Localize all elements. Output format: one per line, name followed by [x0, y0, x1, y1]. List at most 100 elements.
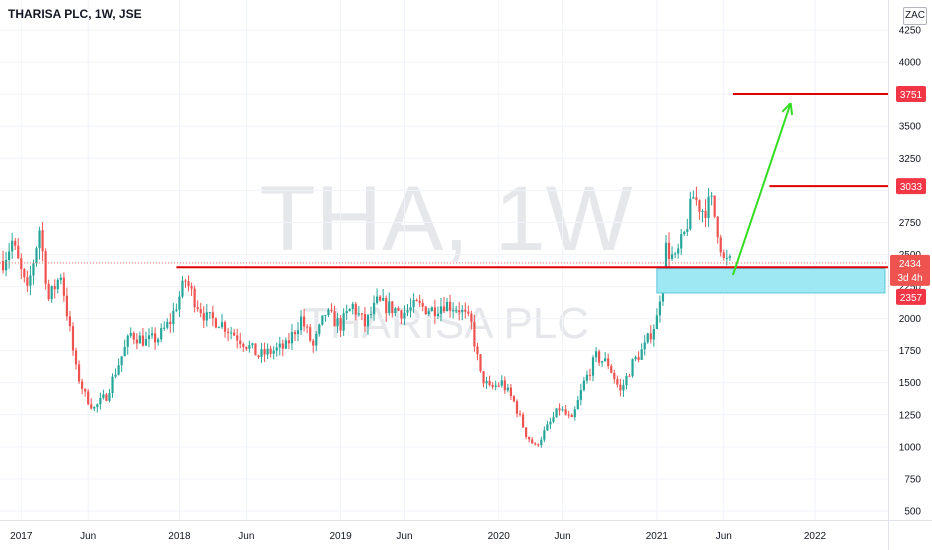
candle-down [516, 401, 518, 414]
price-tag-value: 2357 [900, 293, 923, 304]
candle-up [99, 398, 101, 404]
candle-up [440, 306, 442, 313]
candle-up [35, 248, 37, 263]
candle-up [595, 351, 597, 357]
candle-up [677, 249, 679, 254]
candle-down [613, 373, 615, 379]
candle-down [245, 347, 247, 349]
candle-down [619, 385, 621, 391]
candle-up [680, 234, 682, 248]
price-tick-label: 750 [904, 474, 921, 485]
candle-down [203, 313, 205, 320]
candle-up [318, 325, 320, 334]
currency-badge[interactable]: ZAC [903, 7, 927, 25]
candle-up [163, 328, 165, 329]
candle-down [184, 281, 186, 282]
candle-down [470, 314, 472, 322]
candle-down [312, 341, 314, 346]
candle-down [54, 286, 56, 289]
candle-up [555, 408, 557, 417]
candle-up [656, 315, 658, 329]
candle-down [105, 394, 107, 400]
candle-up [674, 254, 676, 255]
candle-up [248, 345, 250, 349]
candle-up [562, 409, 564, 410]
candle-up [38, 230, 40, 248]
candle-down [133, 333, 135, 339]
candle-up [251, 343, 253, 345]
candle-up [206, 312, 208, 320]
candle-down [479, 354, 481, 371]
candle-up [285, 340, 287, 348]
candle-up [701, 211, 703, 212]
candle-down [20, 258, 22, 269]
candle-up [583, 381, 585, 390]
candle-up [631, 359, 633, 376]
candle-up [121, 356, 123, 365]
projection-arrow[interactable] [733, 103, 791, 275]
candle-down [422, 303, 424, 307]
candle-up [446, 302, 448, 311]
candle-down [607, 358, 609, 366]
candle-up [461, 310, 463, 313]
time-tick-label: Jun [80, 531, 96, 542]
candle-up [8, 251, 10, 260]
bar-countdown: 3d 4h [897, 273, 922, 284]
candle-down [63, 278, 65, 296]
candle-up [139, 336, 141, 344]
candle-down [419, 301, 421, 303]
candle-down [534, 443, 536, 444]
demand-zone[interactable] [657, 269, 885, 293]
candle-down [355, 304, 357, 315]
candle-down [458, 310, 460, 312]
candle-up [659, 302, 661, 316]
candle-down [294, 332, 296, 334]
price-tag-2434: 2434 3d 4h [890, 255, 930, 286]
candle-down [361, 313, 363, 314]
candle-down [391, 301, 393, 313]
candle-up [686, 229, 688, 232]
candle-up [209, 312, 211, 313]
candle-down [78, 364, 80, 381]
candle-down [154, 333, 156, 342]
candle-up [388, 301, 390, 313]
candle-down [75, 350, 77, 364]
candle-up [634, 357, 636, 359]
candle-up [32, 263, 34, 275]
candle-up [543, 430, 545, 439]
candle-up [321, 315, 323, 324]
candle-down [239, 340, 241, 344]
time-axis[interactable]: 2017 Jun 2018 Jun 2019 Jun 2020 Jun 2021 Jun 2022 [0, 521, 932, 543]
last-price-value: 2434 [899, 259, 922, 270]
candle-down [72, 326, 74, 350]
candle-down [2, 261, 4, 270]
candle-up [370, 314, 372, 315]
time-tick-label: Jun [555, 531, 571, 542]
candle-down [270, 349, 272, 354]
candle-up [324, 315, 326, 316]
time-tick-label: Jun [238, 531, 254, 542]
candle-down [598, 351, 600, 362]
candle-up [644, 342, 646, 349]
candle-down [510, 388, 512, 397]
price-tick-label: 1500 [899, 378, 922, 389]
candle-down [558, 408, 560, 410]
candle-down [197, 307, 199, 309]
candle-down [616, 379, 618, 384]
candle-down [416, 300, 418, 301]
candle-up [431, 307, 433, 311]
candle-down [467, 312, 469, 314]
candle-down [397, 308, 399, 310]
price-tick-label: 4250 [899, 26, 922, 37]
candle-up [549, 422, 551, 425]
price-tag-3751: 3751 [896, 86, 926, 102]
candle-up [574, 409, 576, 417]
candle-up [485, 381, 487, 383]
candle-down [531, 439, 533, 443]
candle-down [610, 366, 612, 373]
candle-up [604, 358, 606, 361]
candle-down [66, 296, 68, 317]
candle-up [181, 281, 183, 297]
candle-up [160, 328, 162, 339]
